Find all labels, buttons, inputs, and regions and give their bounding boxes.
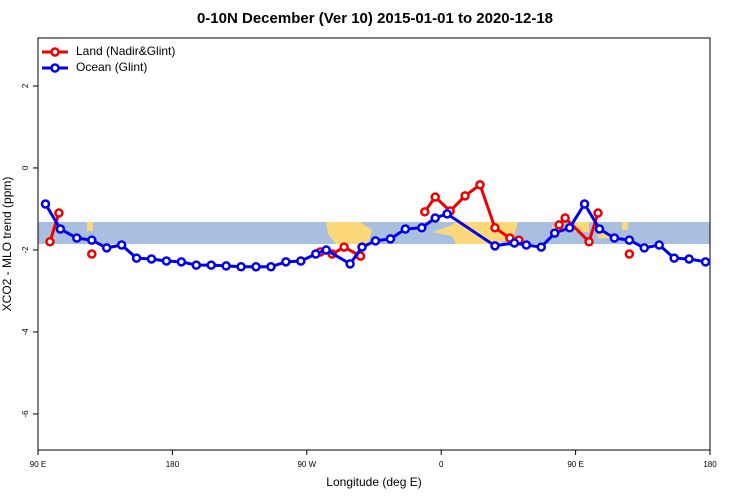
x-tick-label: 90 E xyxy=(30,460,46,469)
legend-label: Ocean (Glint) xyxy=(76,60,147,74)
data-point xyxy=(385,234,396,244)
data-point xyxy=(624,249,635,259)
data-point xyxy=(370,236,381,246)
data-point xyxy=(420,207,430,217)
data-point xyxy=(357,242,367,252)
data-point xyxy=(442,209,452,219)
x-tick-label: 180 xyxy=(166,460,180,469)
data-point xyxy=(684,254,694,264)
legend-marker xyxy=(50,47,60,57)
data-point xyxy=(560,213,570,223)
data-point xyxy=(251,262,261,272)
data-point xyxy=(54,208,64,218)
data-point xyxy=(191,260,202,270)
data-point xyxy=(101,243,112,253)
data-point xyxy=(700,257,711,267)
y-tick-label: -4 xyxy=(21,328,30,336)
data-point xyxy=(266,262,276,272)
x-tick-label: 90 W xyxy=(297,460,316,469)
data-point xyxy=(321,245,331,255)
data-point xyxy=(206,260,216,270)
x-tick-label: 0 xyxy=(439,460,444,469)
data-point xyxy=(536,242,547,252)
data-point xyxy=(490,223,500,233)
data-point xyxy=(345,259,355,269)
data-point xyxy=(490,241,500,251)
data-point xyxy=(131,253,142,263)
data-point xyxy=(475,180,485,190)
data-point xyxy=(593,208,603,218)
data-point xyxy=(72,233,82,243)
data-point xyxy=(40,199,51,209)
data-point xyxy=(221,261,231,271)
data-point xyxy=(579,199,590,209)
data-point xyxy=(45,236,55,247)
data-point xyxy=(417,223,427,233)
x-axis-label: Longitude (deg E) xyxy=(326,475,421,489)
data-point xyxy=(281,257,291,267)
data-point xyxy=(87,249,97,259)
legend-marker xyxy=(50,63,60,73)
data-point xyxy=(146,254,157,264)
y-tick-label: 0 xyxy=(21,165,30,170)
data-point xyxy=(55,224,66,234)
data-point xyxy=(554,220,564,230)
data-point xyxy=(311,249,321,259)
data-point xyxy=(521,240,532,250)
data-point xyxy=(564,223,575,233)
plot-frame xyxy=(37,37,711,451)
data-point xyxy=(339,242,349,252)
y-tick-label: -6 xyxy=(21,410,30,418)
data-point xyxy=(236,262,246,272)
x-tick-label: 180 xyxy=(703,460,717,469)
data-point xyxy=(161,256,172,266)
data-point xyxy=(594,224,605,234)
data-point xyxy=(430,213,440,223)
chart-title: 0-10N December (Ver 10) 2015-01-01 to 20… xyxy=(197,10,553,27)
data-point xyxy=(639,243,650,253)
data-point xyxy=(609,233,620,243)
y-axis-label: XCO2 - MLO trend (ppm) xyxy=(0,177,14,312)
y-tick-label: -2 xyxy=(21,246,30,254)
data-point xyxy=(460,191,470,201)
data-point xyxy=(509,238,520,248)
data-point xyxy=(176,257,187,267)
data-point xyxy=(87,235,97,245)
data-point xyxy=(669,253,679,263)
data-point xyxy=(400,224,411,234)
x-tick-label: 90 E xyxy=(567,460,583,469)
data-point xyxy=(624,235,635,245)
data-point xyxy=(584,236,594,247)
series-line xyxy=(48,212,61,243)
data-point xyxy=(654,240,664,250)
data-point xyxy=(430,192,440,202)
data-point xyxy=(116,240,127,250)
legend-label: Land (Nadir&Glint) xyxy=(76,44,175,58)
y-tick-label: 2 xyxy=(21,83,30,88)
data-point xyxy=(296,256,306,266)
data-point xyxy=(549,228,560,238)
